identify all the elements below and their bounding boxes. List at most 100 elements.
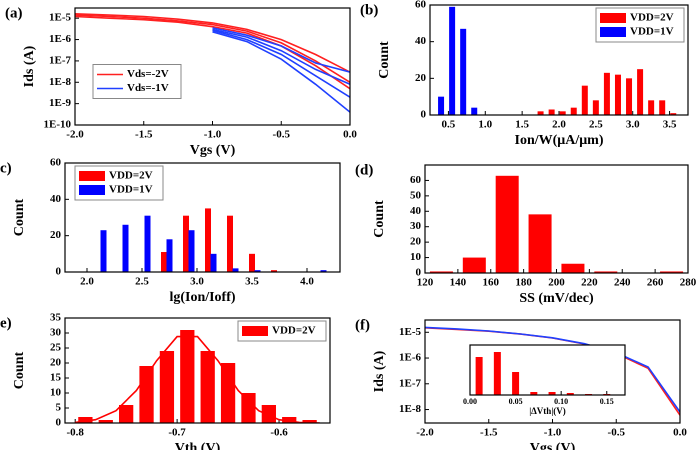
bar bbox=[122, 224, 129, 272]
x-tick-label: 1.5 bbox=[515, 119, 529, 131]
histogram-bar bbox=[495, 175, 519, 273]
panel-label: (d) bbox=[355, 162, 373, 178]
bar bbox=[183, 215, 189, 272]
bar bbox=[548, 392, 556, 395]
chart-panel: -2.0 -1.5 -1.0 -0.5 0.0 1E-8 1E-7 1E-6 1E-5 (f) Vg… bbox=[355, 317, 687, 450]
histogram-bar bbox=[98, 420, 113, 423]
x-tick-label: 0.0 bbox=[343, 129, 357, 141]
y-tick-label: 0 bbox=[56, 266, 62, 278]
axes-frame bbox=[469, 344, 626, 396]
y-tick-label: 1E-7 bbox=[399, 377, 422, 389]
line-series bbox=[212, 27, 350, 73]
x-axis-label: Vth (V) bbox=[175, 441, 221, 450]
bar bbox=[320, 270, 327, 272]
chart-panel: -0.8 -0.7 -0.6 0 5 10 15 20 25 30 35 (e) Vth (V) Coun… bbox=[0, 312, 331, 450]
plot-area bbox=[75, 13, 350, 113]
y-tick-label: 0 bbox=[56, 417, 62, 429]
bar bbox=[581, 85, 588, 115]
legend-label: VDD=1V bbox=[630, 26, 674, 38]
line-series bbox=[212, 31, 350, 113]
y-tick-label: 35 bbox=[50, 312, 62, 324]
y-tick-label: 1E-7 bbox=[49, 54, 72, 66]
x-tick-label: -2.0 bbox=[66, 129, 84, 141]
bar bbox=[537, 111, 544, 115]
bar bbox=[659, 100, 666, 115]
x-axis-label: lg(Ion/Ioff) bbox=[169, 290, 235, 305]
x-tick-label: -0.7 bbox=[168, 427, 186, 439]
plot-area bbox=[100, 208, 327, 272]
chart-panel: 120 140 160 180 200 220 240 260 280 0 10 20 30 40 50 60… bbox=[355, 162, 697, 306]
x-tick-label: -0.5 bbox=[273, 129, 291, 141]
x-tick-label: 180 bbox=[515, 277, 532, 289]
bar bbox=[460, 28, 467, 115]
bar bbox=[493, 352, 501, 395]
y-tick-label: 15 bbox=[50, 372, 62, 384]
histogram-bar bbox=[594, 271, 618, 273]
axes-frame bbox=[74, 7, 351, 126]
panel-label: (a) bbox=[5, 5, 23, 21]
x-tick-label: 0.5 bbox=[442, 119, 456, 131]
bar bbox=[227, 215, 233, 272]
histogram-bar bbox=[660, 271, 684, 273]
x-tick-label: 280 bbox=[680, 277, 697, 289]
x-tick-label: 0.0 bbox=[673, 427, 687, 439]
legend-label: Vds=-2V bbox=[127, 68, 169, 80]
bar bbox=[548, 109, 555, 115]
y-tick-label: 40 bbox=[50, 193, 62, 205]
bar bbox=[449, 6, 456, 115]
bar bbox=[205, 208, 211, 272]
x-tick-label: 4.0 bbox=[300, 276, 314, 288]
x-tick-label: 3.5 bbox=[245, 276, 259, 288]
y-axis-label: Count bbox=[377, 41, 392, 79]
plot-area bbox=[429, 175, 684, 273]
x-tick-label: 2.0 bbox=[80, 276, 94, 288]
legend-label: VDD=1V bbox=[109, 184, 153, 196]
bar bbox=[166, 239, 173, 272]
y-tick-label: 1E-8 bbox=[399, 403, 422, 415]
y-tick-label: 20 bbox=[50, 229, 62, 241]
bar bbox=[161, 252, 167, 272]
x-tick-label: 2.5 bbox=[589, 119, 603, 131]
histogram-bar bbox=[159, 351, 175, 423]
bar bbox=[254, 270, 261, 272]
bar bbox=[271, 270, 277, 272]
line-series bbox=[75, 335, 320, 423]
x-tick-label: -1.0 bbox=[204, 129, 222, 141]
y-tick-label: 60 bbox=[410, 174, 422, 186]
bar bbox=[438, 96, 445, 115]
x-tick-label: -1.5 bbox=[480, 427, 498, 439]
histogram-bar bbox=[200, 351, 215, 423]
y-tick-label: 1E-5 bbox=[49, 12, 72, 24]
y-tick-label: 1E-10 bbox=[44, 119, 72, 131]
plot-area bbox=[75, 330, 320, 423]
histogram-bar bbox=[302, 420, 317, 423]
bar bbox=[559, 111, 566, 115]
histogram-bar bbox=[119, 405, 134, 423]
axes-frame bbox=[424, 319, 681, 424]
plot-area bbox=[425, 326, 680, 416]
histogram-bar bbox=[220, 363, 236, 423]
y-tick-label: 5 bbox=[56, 402, 62, 414]
legend-swatch bbox=[600, 27, 626, 37]
x-tick-label: 0.10 bbox=[554, 397, 568, 406]
legend-swatch bbox=[79, 171, 105, 181]
panel-label: (f) bbox=[355, 317, 370, 333]
x-tick-label: 120 bbox=[417, 277, 434, 289]
y-tick-label: 10 bbox=[410, 251, 422, 263]
bar bbox=[249, 253, 255, 272]
legend-label: VDD=2V bbox=[630, 12, 674, 24]
histogram-bar bbox=[78, 417, 93, 423]
bar bbox=[592, 100, 599, 115]
x-tick-label: 2.0 bbox=[552, 119, 566, 131]
x-tick-label: -0.8 bbox=[66, 427, 84, 439]
histogram-bar bbox=[462, 257, 486, 273]
x-axis-label: Ion/W(μA/μm) bbox=[515, 133, 604, 148]
x-tick-label: -0.6 bbox=[270, 427, 288, 439]
panel-label: (e) bbox=[0, 315, 12, 331]
axes-frame bbox=[424, 164, 689, 274]
legend-swatch bbox=[79, 185, 105, 195]
plot-area bbox=[438, 6, 677, 115]
line-series bbox=[212, 28, 350, 86]
y-axis-label: Count bbox=[12, 198, 27, 236]
histogram-bar bbox=[180, 330, 195, 423]
